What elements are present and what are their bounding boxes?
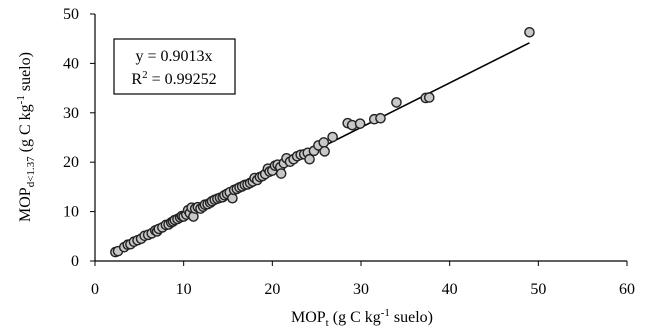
- y-tick-label: 0: [71, 253, 79, 270]
- x-axis: [94, 260, 628, 266]
- equation-box-border: [113, 38, 236, 95]
- x-tick-label: 60: [619, 281, 635, 298]
- y-axis-label: MOPd<1.37 (g C kg-1 suelo): [15, 52, 37, 222]
- data-point: [391, 97, 402, 108]
- y-tick-label: 50: [63, 6, 79, 23]
- data-point: [375, 112, 386, 124]
- x-tick-labels: 0 10 20 30 40 50 60: [91, 281, 635, 298]
- y-tick-label: 40: [63, 55, 79, 72]
- y-tick-label: 10: [63, 204, 79, 221]
- data-point: [275, 168, 287, 179]
- data-point: [327, 131, 338, 143]
- data-point: [319, 146, 330, 157]
- data-point: [354, 118, 366, 129]
- data-point: [304, 153, 315, 165]
- data-points: [110, 26, 535, 258]
- data-point: [318, 137, 330, 148]
- equation-box: y = 0.9013x R2 = 0.99252: [113, 38, 236, 95]
- x-axis-label: MOPt (g C kg-1 suelo): [291, 307, 433, 329]
- r-squared-text: R2 = 0.99252: [131, 69, 216, 88]
- x-tick-label: 30: [353, 281, 369, 298]
- y-axis: [90, 13, 96, 262]
- y-tick-label: 20: [63, 154, 79, 171]
- x-tick-label: 40: [442, 281, 458, 298]
- y-tick-labels: 0 10 20 30 40 50: [63, 6, 79, 270]
- equation-text: y = 0.9013x: [135, 48, 212, 65]
- x-tick-label: 50: [530, 281, 546, 298]
- data-point: [423, 92, 435, 103]
- data-point: [227, 192, 238, 204]
- x-tick-label: 10: [176, 281, 192, 298]
- y-tick-label: 30: [63, 105, 79, 122]
- data-point: [524, 26, 535, 38]
- x-tick-label: 0: [91, 281, 99, 298]
- x-tick-label: 20: [264, 281, 280, 298]
